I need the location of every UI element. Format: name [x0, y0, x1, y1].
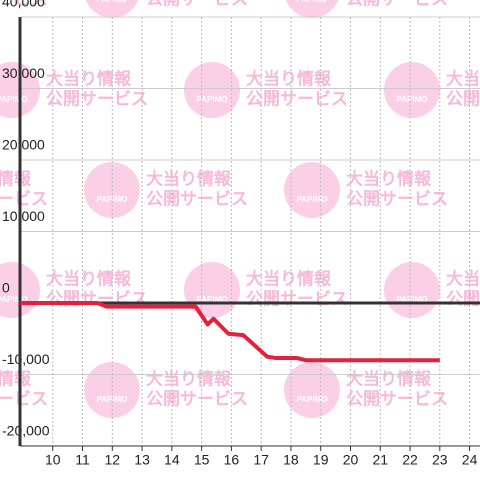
grid: -20,000 -10,000 0 10,000 20,000 30,000 40,000 1…	[2, 0, 480, 468]
x-tick-label: 11	[75, 452, 90, 468]
watermark-text: 大当り情報	[346, 168, 432, 188]
x-tick-label: 20	[343, 452, 359, 468]
watermark-text: 大当り情報	[146, 168, 232, 188]
watermark-logo	[285, 0, 339, 18]
x-tick-label: 19	[313, 452, 329, 468]
line	[20, 301, 440, 363]
x-tick-label: 24	[462, 452, 478, 468]
x-tick-label: 10	[45, 452, 61, 468]
y-tick-label: 30,000	[2, 65, 45, 81]
watermark-logo-text: PAPIMO	[97, 0, 128, 4]
plot	[20, 301, 440, 363]
watermark-logo	[384, 262, 440, 318]
x-tick-label: 16	[224, 452, 240, 468]
watermark-text: 大当り情報	[246, 268, 332, 288]
watermark-text: 公開サービス	[446, 289, 480, 308]
watermark-logo-text: PAPIMO	[197, 95, 228, 104]
watermark-text: 大当り情報	[346, 368, 432, 388]
watermark-text: 大当り情報	[246, 68, 332, 88]
y-tick-label: 20,000	[2, 137, 45, 153]
watermark-text: 大当り情報	[446, 268, 480, 288]
x-tick-label: 14	[164, 452, 180, 468]
watermark-text: 公開サービス	[146, 189, 248, 208]
watermark-text: 大当り情報	[146, 368, 232, 388]
watermark-text: 公開サービス	[346, 0, 448, 8]
watermark-logo-text: PAPIMO	[297, 195, 328, 204]
y-tick-label: -10,000	[2, 351, 50, 367]
watermark-text: 大当り情報	[0, 368, 32, 388]
watermark-logo	[85, 0, 139, 18]
x-tick-label: 13	[134, 452, 150, 468]
watermark-logo-text: PAPIMO	[97, 395, 128, 404]
watermark-logo-text: PAPIMO	[397, 295, 428, 304]
watermark-text: 公開サービス	[346, 189, 448, 208]
watermark-logo-text: PAPIMO	[0, 95, 27, 104]
x-tick-label: 17	[253, 452, 269, 468]
x-tick-label: 23	[432, 452, 448, 468]
y-tick-label: 10,000	[2, 208, 45, 224]
watermark-logo-text: PAPIMO	[297, 395, 328, 404]
watermark-text: 公開サービス	[146, 0, 248, 8]
watermark-logo-text: PAPIMO	[297, 0, 328, 4]
watermark-text: 公開サービス	[0, 0, 48, 8]
x-tick-label: 12	[105, 452, 121, 468]
watermark-text: 公開サービス	[446, 89, 480, 108]
watermark-logo	[284, 362, 340, 418]
watermark-text: 大当り情報	[446, 68, 480, 88]
watermark-logo	[284, 162, 340, 218]
x-tick-label: 18	[283, 452, 299, 468]
watermark-text: 公開サービス	[346, 389, 448, 408]
y-tick-label: 0	[2, 280, 10, 296]
x-tick-label: 21	[372, 452, 388, 468]
watermark-text: 公開サービス	[246, 89, 348, 108]
watermark-text: 公開サービス	[46, 89, 148, 108]
x-tick-label: 15	[194, 452, 210, 468]
watermark-logo-text: PAPIMO	[97, 195, 128, 204]
watermark-logo-text: PAPIMO	[397, 95, 428, 104]
watermark-logo-text: PAPIMO	[0, 295, 27, 304]
watermark-logo	[384, 62, 440, 118]
x-tick-label: 22	[402, 452, 418, 468]
watermark-text: 大当り情報	[46, 268, 132, 288]
watermark-text: 公開サービス	[146, 389, 248, 408]
watermark-logo-text: PAPIMO	[197, 295, 228, 304]
watermark-logo	[184, 62, 240, 118]
y-tick-label: -20,000	[2, 423, 50, 439]
watermark-text: 公開サービス	[0, 189, 48, 208]
watermark: PAPIMO大当り情報公開サービスPAPIMO大当り情報公開サービスPAPIMO…	[0, 0, 480, 418]
watermark-text: 大当り情報	[46, 68, 132, 88]
watermark-text: 公開サービス	[0, 389, 48, 408]
y-tick-label: 40,000	[2, 0, 45, 10]
watermark-text: 大当り情報	[0, 168, 32, 188]
